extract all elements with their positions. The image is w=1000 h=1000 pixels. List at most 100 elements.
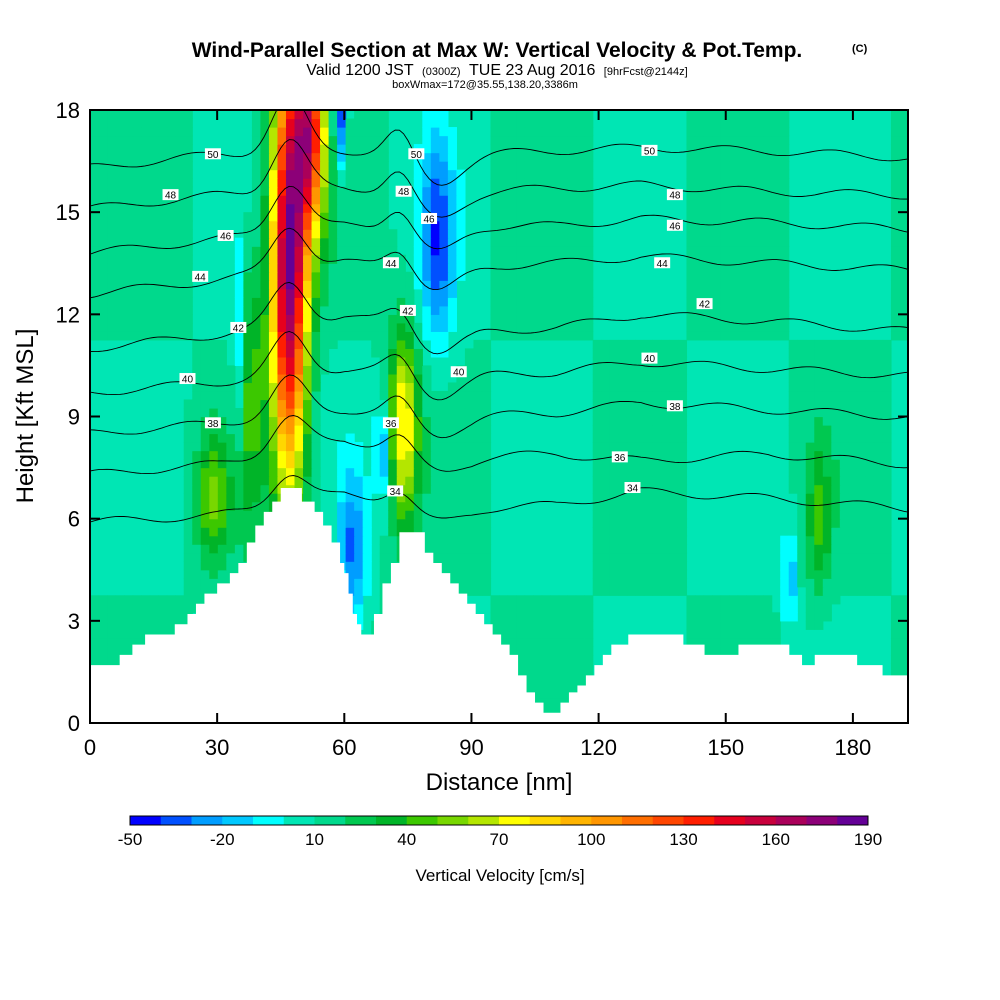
velocity-cell <box>200 561 210 571</box>
velocity-cell <box>788 390 798 401</box>
velocity-cell <box>746 263 756 273</box>
velocity-cell <box>550 169 560 179</box>
velocity-cell <box>464 459 475 469</box>
velocity-cell <box>822 493 832 503</box>
velocity-cell <box>601 578 611 588</box>
velocity-cell <box>303 118 313 128</box>
velocity-cell <box>677 586 688 596</box>
velocity-cell <box>575 680 585 690</box>
velocity-cell <box>652 527 662 537</box>
velocity-cell <box>507 331 517 341</box>
velocity-cell <box>524 254 534 264</box>
velocity-cell <box>729 169 739 179</box>
velocity-cell <box>303 229 313 239</box>
velocity-cell <box>516 127 526 137</box>
velocity-cell <box>422 399 432 409</box>
velocity-cell <box>371 433 381 443</box>
velocity-cell <box>132 322 142 332</box>
velocity-cell <box>141 118 151 128</box>
velocity-cell <box>251 433 262 443</box>
velocity-cell <box>481 544 492 554</box>
velocity-cell <box>882 373 892 384</box>
velocity-cell <box>277 280 287 290</box>
velocity-cell <box>541 237 551 247</box>
velocity-cell <box>277 254 287 264</box>
velocity-cell <box>746 629 756 639</box>
velocity-cell <box>890 629 901 639</box>
velocity-cell <box>115 603 125 613</box>
velocity-cell <box>303 399 313 409</box>
velocity-cell <box>90 169 100 179</box>
velocity-cell <box>558 212 568 222</box>
velocity-cell <box>686 637 696 647</box>
velocity-cell <box>550 637 560 647</box>
velocity-cell <box>166 288 176 298</box>
velocity-cell <box>558 195 568 205</box>
velocity-cell <box>660 356 671 367</box>
velocity-cell <box>303 212 313 222</box>
velocity-cell <box>405 425 415 435</box>
velocity-cell <box>430 552 440 562</box>
velocity-cell <box>243 288 253 298</box>
velocity-cell <box>601 484 611 494</box>
velocity-cell <box>635 578 645 588</box>
velocity-cell <box>320 212 330 222</box>
velocity-cell <box>737 144 747 154</box>
velocity-cell <box>115 646 125 656</box>
velocity-cell <box>294 246 304 256</box>
velocity-cell <box>260 373 270 384</box>
velocity-cell <box>550 144 560 154</box>
velocity-cell <box>226 433 236 443</box>
velocity-cell <box>652 476 662 486</box>
velocity-cell <box>643 484 653 494</box>
velocity-cell <box>814 552 824 562</box>
velocity-cell <box>533 195 543 205</box>
velocity-cell <box>899 220 908 230</box>
velocity-cell <box>677 518 688 528</box>
velocity-cell <box>303 110 313 120</box>
velocity-cell <box>652 467 662 477</box>
velocity-cell <box>354 578 364 588</box>
velocity-cell <box>865 356 875 367</box>
velocity-cell <box>822 518 832 528</box>
velocity-cell <box>873 390 884 401</box>
velocity-cell <box>166 169 176 179</box>
velocity-cell <box>712 322 722 332</box>
velocity-cell <box>473 578 483 588</box>
velocity-cell <box>754 595 764 605</box>
velocity-cell <box>149 127 159 137</box>
velocity-cell <box>158 118 168 128</box>
velocity-cell <box>388 433 398 443</box>
velocity-cell <box>209 535 219 545</box>
velocity-cell <box>533 186 543 196</box>
velocity-cell <box>882 527 892 537</box>
velocity-cell <box>592 382 602 392</box>
velocity-cell <box>413 476 423 486</box>
velocity-cell <box>686 305 696 315</box>
velocity-cell <box>447 186 457 196</box>
velocity-cell <box>362 510 372 520</box>
velocity-cell <box>746 152 756 162</box>
velocity-cell <box>635 407 645 418</box>
velocity-cell <box>771 144 781 154</box>
velocity-cell <box>166 237 176 247</box>
velocity-cell <box>354 229 364 239</box>
velocity-cell <box>464 518 475 528</box>
velocity-cell <box>320 186 330 196</box>
velocity-cell <box>584 127 594 137</box>
velocity-cell <box>567 271 577 281</box>
velocity-cell <box>703 254 713 264</box>
velocity-cell <box>371 203 381 213</box>
velocity-cell <box>712 161 722 171</box>
velocity-cell <box>345 322 355 332</box>
velocity-cell <box>694 212 705 222</box>
velocity-cell <box>720 271 730 281</box>
velocity-cell <box>405 271 415 281</box>
velocity-cell <box>439 203 449 213</box>
velocity-cell <box>115 212 125 222</box>
velocity-cell <box>371 212 381 222</box>
velocity-cell <box>516 220 526 230</box>
velocity-cell <box>209 382 219 392</box>
velocity-cell <box>115 186 125 196</box>
velocity-cell <box>303 144 313 154</box>
